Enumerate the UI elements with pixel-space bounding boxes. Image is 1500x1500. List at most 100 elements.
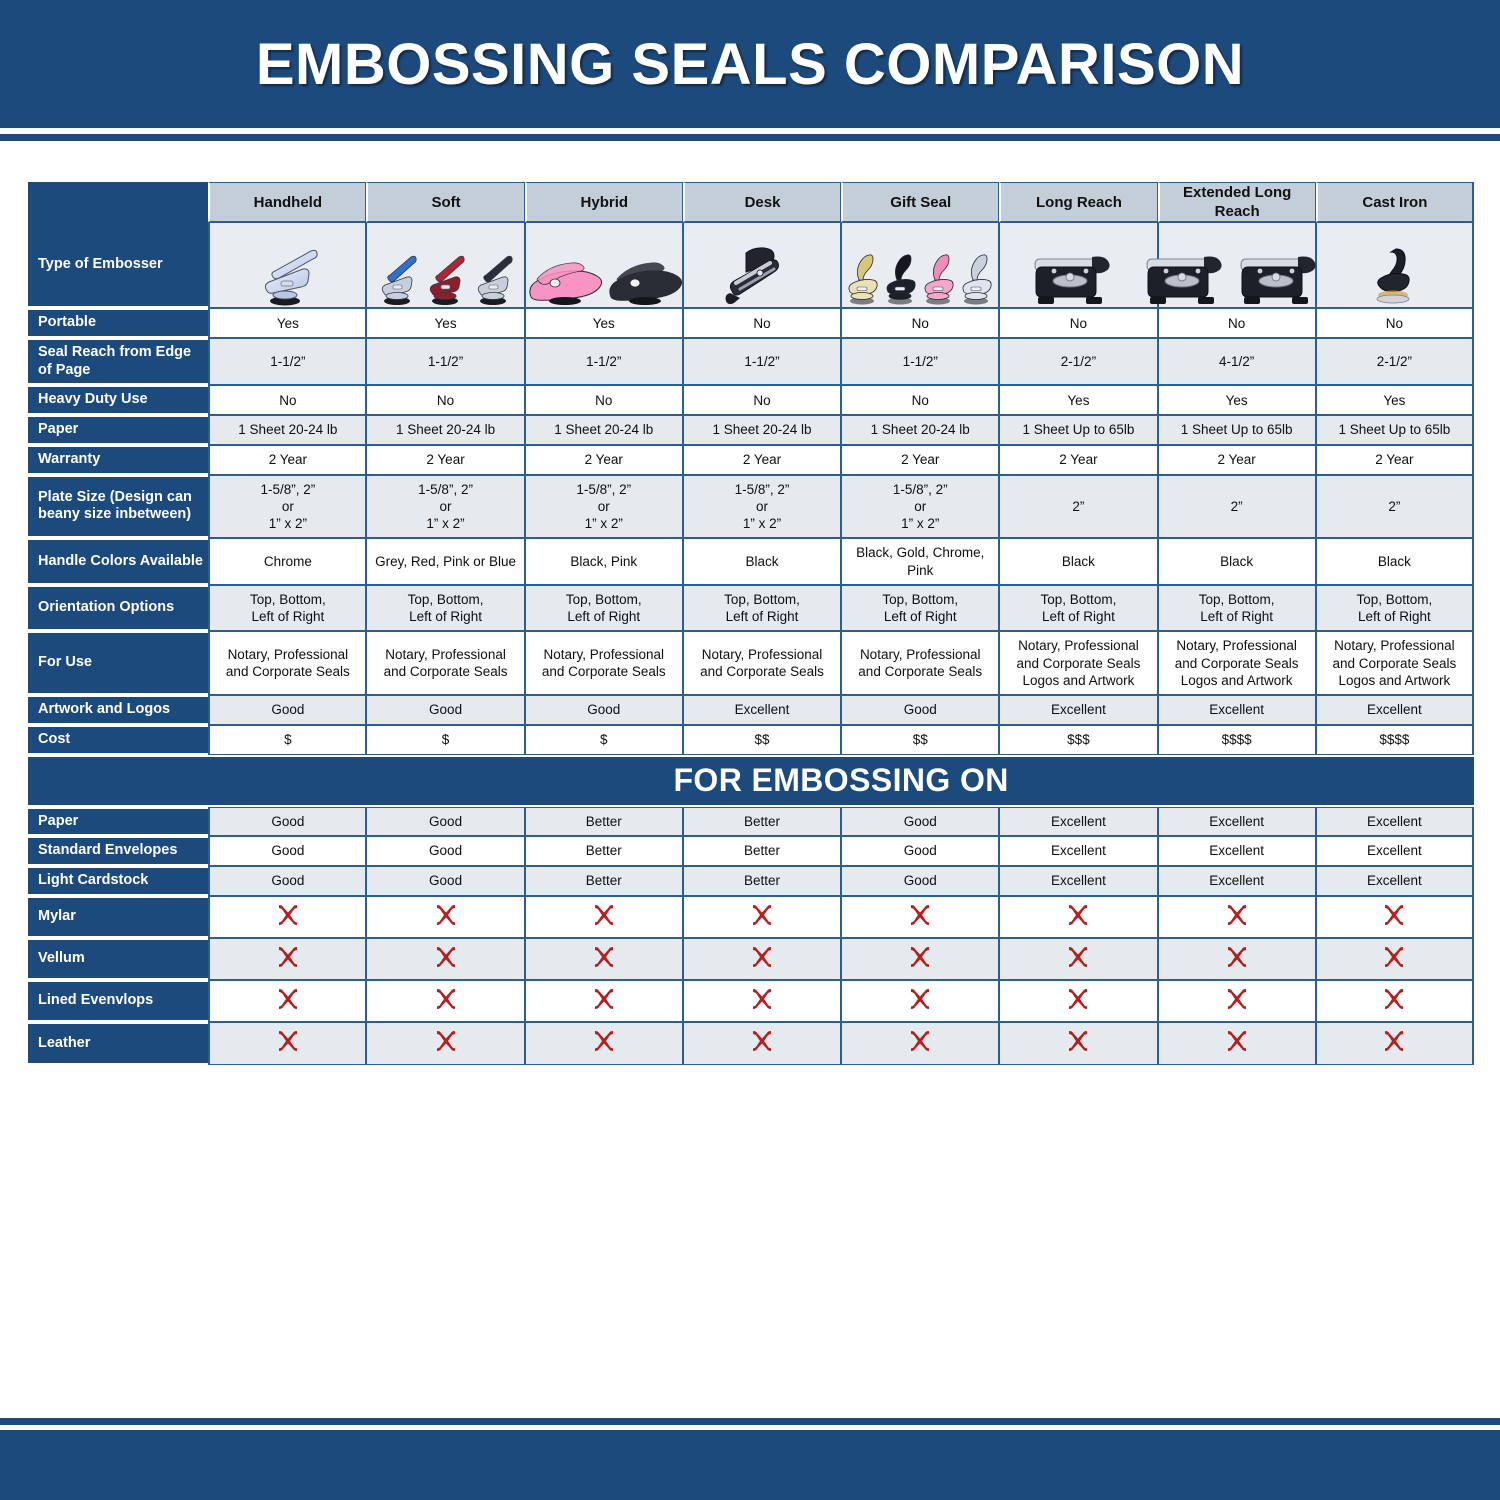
cell-value: Black, Gold, Chrome, Pink (841, 538, 1000, 585)
table-row: Seal Reach from Edge of Page 1-1/2” 1-1/2”… (28, 338, 1474, 386)
cell-value: Black (1315, 538, 1474, 585)
cell-value: Better (682, 865, 842, 896)
cell-value: Excellent (1315, 836, 1474, 866)
cell-value: No (524, 385, 683, 416)
cell-value: Excellent (1157, 806, 1316, 837)
cell-value: Good (524, 695, 683, 725)
table-body: Handheld Soft Hybrid Desk Gift Seal Long Reac… (28, 182, 1474, 1065)
red-x-icon (208, 980, 367, 1023)
row-label-cost: Cost (28, 724, 209, 755)
red-x-icon (524, 980, 683, 1023)
cell-value: 2 Year (524, 444, 683, 475)
column-header-cast-iron: Cast Iron (1315, 182, 1474, 223)
column-header-soft: Soft (366, 182, 525, 223)
cell-value: Top, Bottom, Left of Right (682, 584, 842, 632)
cell-value: Black, Pink (524, 538, 683, 585)
cell-value: 1-1/2” (524, 338, 683, 386)
row-label-mylar: Mylar (28, 895, 209, 938)
red-x-icon (841, 937, 1000, 981)
cell-value: 1 Sheet 20-24 lb (366, 415, 525, 445)
cell-value: Top, Bottom, Left of Right (1315, 584, 1474, 632)
cell-value: Notary, Professional and Corporate Seals… (1157, 631, 1316, 696)
table-row: Orientation Options Top, Bottom, Left of … (28, 584, 1474, 632)
column-header-extended-long-reach: Extended Long Reach (1157, 182, 1316, 223)
row-label-artwork-and-logos: Artwork and Logos (28, 695, 209, 725)
cell-value: 1 Sheet Up to 65lb (1315, 415, 1474, 445)
cell-value: Good (841, 865, 1000, 896)
red-x-icon (208, 1022, 367, 1065)
section-banner-for-embossing-on: FOR EMBOSSING ON (208, 754, 1474, 807)
long-reach-embosser-image (999, 222, 1158, 309)
cell-value: 2 Year (366, 444, 525, 475)
cell-value: $$$$ (1315, 724, 1474, 755)
cell-value: Top, Bottom, Left of Right (366, 584, 525, 632)
table-row: Handle Colors Available Chrome Grey, Red, … (28, 538, 1474, 585)
row-label-leather: Leather (28, 1022, 209, 1065)
red-x-icon (524, 1022, 683, 1065)
cell-value: 1-1/2” (841, 338, 1000, 386)
row-label-warranty: Warranty (28, 444, 209, 475)
column-header-desk: Desk (682, 182, 842, 223)
cell-value: Good (366, 865, 525, 896)
cell-value: 2-1/2” (999, 338, 1158, 386)
section-banner-corner (28, 754, 209, 807)
cell-value: No (366, 385, 525, 416)
cell-value: Yes (1315, 385, 1474, 416)
cell-value: 1-1/2” (366, 338, 525, 386)
cell-value: Black (999, 538, 1158, 585)
cell-value: Notary, Professional and Corporate Seals… (999, 631, 1158, 696)
cell-value: Notary, Professional and Corporate Seals (682, 631, 842, 696)
cell-value: $ (524, 724, 683, 755)
red-x-icon (366, 980, 525, 1023)
table-row: Leather (28, 1022, 1474, 1065)
section-banner-row: FOR EMBOSSING ON (28, 754, 1474, 807)
cell-value: 2” (1157, 474, 1316, 539)
header-divider-rule (0, 134, 1500, 141)
column-header-hybrid: Hybrid (524, 182, 683, 223)
cell-value: Excellent (682, 695, 842, 725)
cell-value: Yes (1157, 385, 1316, 416)
table-row: Paper 1 Sheet 20-24 lb 1 Sheet 20-24 lb 1 S… (28, 415, 1474, 445)
red-x-icon (999, 980, 1158, 1023)
row-label-seal-reach-from-edge-of-page: Seal Reach from Edge of Page (28, 338, 209, 386)
cell-value: 2 Year (841, 444, 1000, 475)
cell-value: Excellent (999, 865, 1158, 896)
cell-value: Good (208, 806, 367, 837)
cell-value: 2” (1315, 474, 1474, 539)
cell-value: 1-5/8”, 2” or 1” x 2” (682, 474, 842, 539)
cell-value: Black (682, 538, 842, 585)
red-x-icon (682, 1022, 842, 1065)
red-x-icon (366, 895, 525, 938)
cell-value: No (999, 308, 1158, 339)
cell-value: 2-1/2” (1315, 338, 1474, 386)
cell-value: Yes (999, 385, 1158, 416)
cell-value: Top, Bottom, Left of Right (524, 584, 683, 632)
table-row: Paper Good Good Better Better Good Excellent Ex… (28, 806, 1474, 837)
cell-value: Good (366, 806, 525, 837)
red-x-icon (682, 980, 842, 1023)
cell-value: 2 Year (1315, 444, 1474, 475)
row-label-for-use: For Use (28, 631, 209, 696)
red-x-icon (1315, 980, 1474, 1023)
cell-value: Excellent (999, 806, 1158, 837)
red-x-icon (1157, 937, 1316, 981)
table-row: Vellum (28, 937, 1474, 981)
cast-iron-embosser-image (1315, 222, 1474, 309)
cell-value: 2 Year (1157, 444, 1316, 475)
cell-value: Grey, Red, Pink or Blue (366, 538, 525, 585)
cell-value: Notary, Professional and Corporate Seals (841, 631, 1000, 696)
cell-value: 1 Sheet 20-24 lb (208, 415, 367, 445)
table-row: Type of Embosser (28, 222, 1474, 309)
table-row: Lined Evenvlops (28, 980, 1474, 1023)
cell-value: No (682, 308, 842, 339)
desk-embosser-image (682, 222, 842, 309)
cell-value: Better (682, 806, 842, 837)
extended-long-reach-embosser-image (1146, 222, 1316, 309)
row-label-paper: Paper (28, 415, 209, 445)
cell-value: Notary, Professional and Corporate Seals (524, 631, 683, 696)
table-row: For Use Notary, Professional and Corporat… (28, 631, 1474, 696)
table-row: Portable Yes Yes Yes No No No No No (28, 308, 1474, 339)
cell-value: Excellent (1157, 865, 1316, 896)
cell-value: No (682, 385, 842, 416)
cell-value: No (1157, 308, 1316, 339)
